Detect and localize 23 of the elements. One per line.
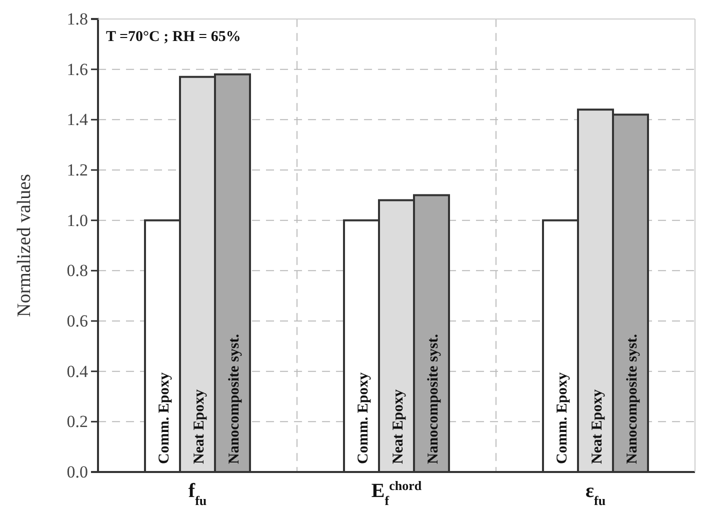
y-tick-label: 0.8 xyxy=(66,261,88,280)
series-label: Neat Epoxy xyxy=(192,388,208,464)
text: Neat Epoxy xyxy=(590,389,606,464)
y-tick-label: 0.2 xyxy=(66,412,88,432)
text: Comm. Epoxy xyxy=(554,372,570,464)
y-tick-label: 1.2 xyxy=(66,160,88,180)
y-tick-label: 1.6 xyxy=(66,60,88,79)
y-tick-label: 0.0 xyxy=(66,462,88,482)
text: Nanocomposite syst. xyxy=(624,334,640,464)
x-tick-label: ε$_{fu}$ xyxy=(585,480,606,507)
series-label: Nanocomposite syst. xyxy=(226,334,242,464)
annotation: T =70°C ; RH = 65% xyxy=(106,29,241,45)
y-tick-label: 1.0 xyxy=(66,210,88,230)
text: Neat Epoxy xyxy=(390,389,406,464)
y-tick-label: 0.6 xyxy=(66,311,88,330)
x-tick-label: f$_{fu}$ xyxy=(188,480,207,507)
y-tick-label: 0.4 xyxy=(66,362,88,381)
series-label: Comm. Epoxy xyxy=(156,372,172,464)
text: Nanocomposite syst. xyxy=(426,334,442,464)
y-tick-label: 1.4 xyxy=(66,110,88,130)
y-axis-title: Normalized values xyxy=(14,174,35,317)
text: Comm. Epoxy xyxy=(356,372,372,464)
y-tick-label: 1.8 xyxy=(66,9,88,28)
